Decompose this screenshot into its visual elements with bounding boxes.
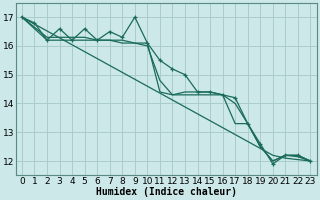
- X-axis label: Humidex (Indice chaleur): Humidex (Indice chaleur): [96, 187, 237, 197]
